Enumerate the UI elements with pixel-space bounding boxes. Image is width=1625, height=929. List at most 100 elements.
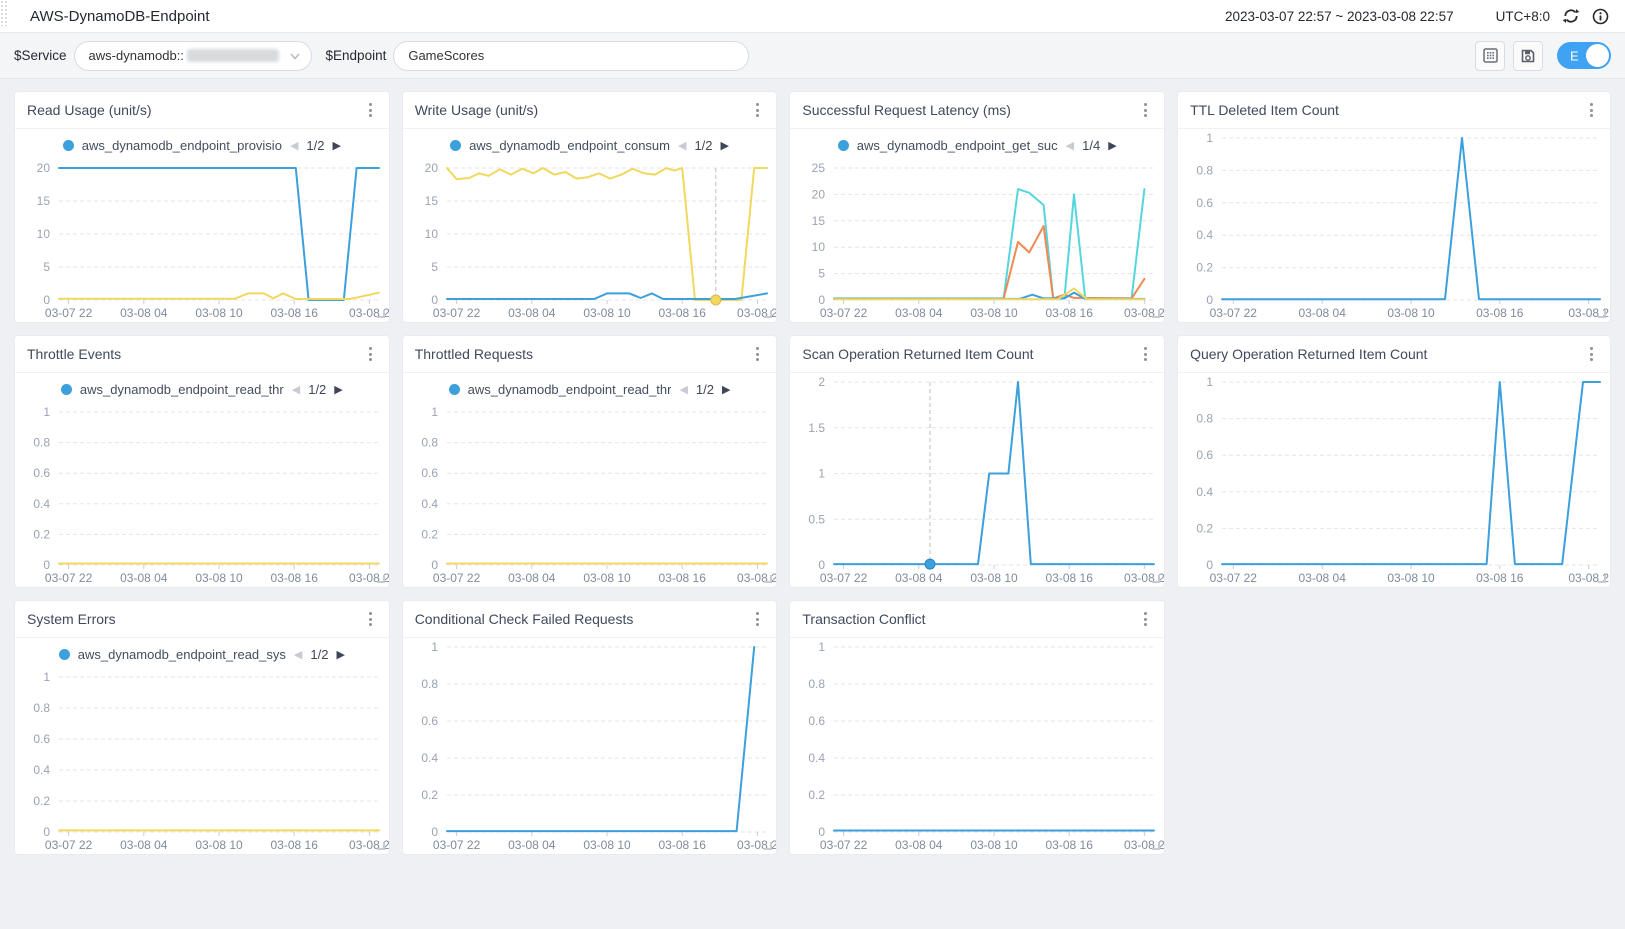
resize-handle[interactable] (1152, 842, 1161, 850)
legend-label[interactable]: aws_dynamodb_endpoint_provisio (81, 138, 282, 153)
chart-panel-3: Successful Request Latency (ms) aws_dyna… (789, 91, 1166, 323)
edit-toggle[interactable]: E (1557, 42, 1611, 69)
endpoint-label: $Endpoint (325, 48, 387, 63)
legend-label[interactable]: aws_dynamodb_endpoint_consum (469, 138, 670, 153)
chart-area[interactable]: 0 0.2 0.4 0.6 0.8 1 03-07 22 03-08 04 03-08 10 03… (403, 638, 776, 854)
legend-next-icon[interactable]: ▶ (332, 140, 341, 152)
svg-text:03-07 22: 03-07 22 (820, 571, 868, 585)
legend-next-icon[interactable]: ▶ (334, 384, 343, 396)
legend-prev-icon[interactable]: ◀ (293, 649, 303, 661)
svg-text:03-08 10: 03-08 10 (583, 306, 631, 320)
chart-area[interactable]: 0 0.2 0.4 0.6 0.8 1 03-07 22 03-08 04 03-08 10 03… (790, 638, 1164, 854)
panel-menu-button[interactable] (1585, 99, 1598, 121)
panel-legend[interactable]: aws_dynamodb_endpoint_read_thr ◀ 1/2 ▶ (403, 373, 777, 403)
chart-area[interactable]: 0 0.2 0.4 0.6 0.8 1 03-07 22 03-08 04 03-08 10 03… (15, 668, 388, 854)
svg-text:1: 1 (819, 640, 826, 654)
legend-prev-icon[interactable]: ◀ (679, 384, 688, 396)
legend-prev-icon[interactable]: ◀ (677, 140, 687, 152)
refresh-icon (1562, 8, 1580, 24)
panel-legend[interactable]: aws_dynamodb_endpoint_read_sys ◀ 1/2 ▶ (15, 638, 389, 668)
chart-area[interactable]: 0 5 10 15 20 25 03-07 22 03-08 04 03-08 10 03-08 … (790, 159, 1164, 322)
legend-label[interactable]: aws_dynamodb_endpoint_read_thr (467, 382, 672, 397)
grid-icon (1482, 48, 1498, 63)
panel-menu-button[interactable] (364, 99, 377, 121)
resize-handle[interactable] (764, 575, 773, 583)
chart-area[interactable]: 0 0.2 0.4 0.6 0.8 1 03-07 22 03-08 04 03-08 10 03… (1178, 129, 1610, 322)
grid-view-button[interactable] (1475, 40, 1505, 71)
svg-text:03-08 04: 03-08 04 (508, 838, 556, 852)
service-value: aws-dynamodb:: (88, 48, 184, 63)
panel-menu-button[interactable] (364, 608, 377, 630)
legend-next-icon[interactable]: ▶ (336, 649, 345, 661)
panel-title: System Errors (27, 611, 116, 627)
chart-area[interactable]: 0 5 10 15 20 03-07 22 03-08 04 03-08 10 03-08 16… (403, 159, 776, 322)
resize-handle[interactable] (764, 842, 773, 850)
endpoint-input[interactable] (393, 40, 750, 71)
panel-menu-button[interactable] (1139, 343, 1152, 365)
svg-text:0.6: 0.6 (1196, 448, 1213, 462)
legend-label[interactable]: aws_dynamodb_endpoint_read_thr (79, 382, 284, 397)
resize-handle[interactable] (764, 310, 773, 318)
svg-text:03-08 10: 03-08 10 (195, 571, 243, 585)
chart-area[interactable]: 0 0.5 1 1.5 2 03-07 22 03-08 04 03-08 10 03-08 1… (790, 373, 1164, 587)
legend-dot (450, 140, 462, 151)
svg-text:0.4: 0.4 (33, 763, 50, 777)
panel-menu-button[interactable] (364, 343, 377, 365)
svg-text:03-08 10: 03-08 10 (1387, 306, 1435, 320)
chart-panel-2: Write Usage (unit/s) aws_dynamodb_endpoi… (401, 91, 778, 323)
panel-title: Throttled Requests (414, 346, 533, 362)
panel-legend[interactable]: aws_dynamodb_endpoint_provisio ◀ 1/2 ▶ (15, 129, 389, 159)
legend-next-icon[interactable]: ▶ (1108, 140, 1117, 152)
chart-area[interactable]: 0 5 10 15 20 03-07 22 03-08 04 03-08 10 03-08 16… (15, 159, 389, 322)
legend-next-icon[interactable]: ▶ (720, 140, 729, 152)
panel-menu-button[interactable] (751, 343, 764, 365)
panel-menu-button[interactable] (1139, 608, 1152, 630)
panel-legend[interactable]: aws_dynamodb_endpoint_get_suc ◀ 1/4 ▶ (790, 129, 1164, 159)
save-button[interactable] (1513, 40, 1543, 71)
chart-area[interactable]: 0 0.2 0.4 0.6 0.8 1 03-07 22 03-08 04 03-08 10 03… (1178, 373, 1610, 587)
panel-legend[interactable]: aws_dynamodb_endpoint_consum ◀ 1/2 ▶ (403, 129, 777, 159)
resize-handle[interactable] (1152, 310, 1161, 318)
legend-dot (837, 140, 849, 151)
legend-prev-icon[interactable]: ◀ (1065, 140, 1075, 152)
time-range[interactable]: 2023-03-07 22:57 ~ 2023-03-08 22:57 (1225, 8, 1454, 24)
legend-next-icon[interactable]: ▶ (721, 384, 731, 396)
panel-menu-button[interactable] (751, 608, 764, 630)
resize-handle[interactable] (376, 575, 385, 583)
legend-label[interactable]: aws_dynamodb_endpoint_get_suc (856, 138, 1058, 153)
panel-menu-button[interactable] (751, 99, 764, 121)
resize-handle[interactable] (1598, 310, 1606, 318)
svg-text:0: 0 (819, 825, 826, 839)
resize-handle[interactable] (1598, 575, 1606, 583)
panel-menu-button[interactable] (1585, 343, 1598, 365)
svg-text:03-08 10: 03-08 10 (971, 838, 1019, 852)
legend-prev-icon[interactable]: ◀ (291, 384, 301, 396)
panel-header: Read Usage (unit/s) (15, 92, 389, 129)
svg-text:03-08 10: 03-08 10 (971, 306, 1019, 320)
legend-label[interactable]: aws_dynamodb_endpoint_read_sys (77, 647, 286, 662)
chart-area[interactable]: 0 0.2 0.4 0.6 0.8 1 03-07 22 03-08 04 03-08 10 03… (15, 403, 388, 587)
svg-text:0.2: 0.2 (421, 788, 438, 802)
svg-text:0: 0 (819, 558, 826, 572)
panel-legend[interactable]: aws_dynamodb_endpoint_read_thr ◀ 1/2 ▶ (15, 373, 389, 403)
resize-handle[interactable] (376, 310, 385, 318)
edit-toggle-label: E (1570, 48, 1579, 63)
panel-title: Scan Operation Returned Item Count (802, 346, 1034, 362)
legend-prev-icon[interactable]: ◀ (289, 140, 299, 152)
svg-text:1: 1 (819, 467, 826, 481)
refresh-button[interactable] (1562, 7, 1580, 25)
svg-text:03-07 22: 03-07 22 (1210, 571, 1258, 585)
svg-text:03-08 04: 03-08 04 (895, 306, 943, 320)
svg-text:20: 20 (37, 161, 51, 175)
chart-area[interactable]: 0 0.2 0.4 0.6 0.8 1 03-07 22 03-08 04 03-08 10 03… (403, 403, 776, 587)
service-select[interactable]: aws-dynamodb:: (73, 40, 312, 71)
resize-handle[interactable] (1152, 575, 1161, 583)
timezone[interactable]: UTC+8:0 (1495, 8, 1550, 24)
svg-text:10: 10 (812, 240, 826, 254)
legend-page: 1/2 (695, 382, 714, 397)
resize-handle[interactable] (376, 842, 385, 850)
drag-handle[interactable] (0, 0, 8, 26)
info-button[interactable] (1592, 8, 1609, 25)
chart-panel-1: Read Usage (unit/s) aws_dynamodb_endpoin… (14, 91, 390, 323)
panel-menu-button[interactable] (1139, 99, 1152, 121)
